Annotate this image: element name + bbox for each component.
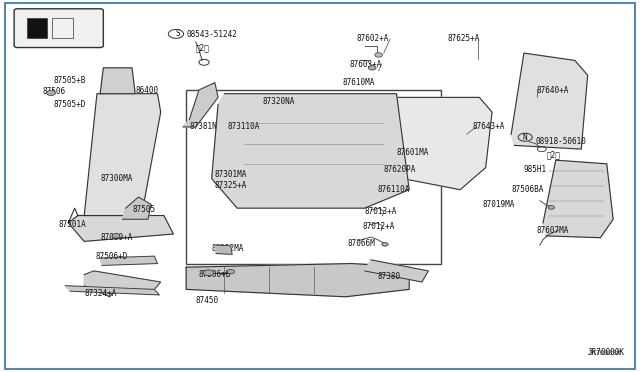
Circle shape — [204, 270, 214, 276]
Polygon shape — [84, 94, 161, 215]
Text: 87607MA: 87607MA — [537, 226, 569, 235]
Text: 87506BA: 87506BA — [511, 185, 543, 194]
Text: 87300MA: 87300MA — [100, 174, 132, 183]
Text: 87506+D: 87506+D — [95, 251, 127, 261]
Circle shape — [375, 53, 383, 57]
Polygon shape — [511, 53, 588, 149]
Text: 87013+A: 87013+A — [365, 207, 397, 217]
Text: 87301MA: 87301MA — [215, 170, 247, 179]
Text: 87324+A: 87324+A — [84, 289, 116, 298]
Text: 87012+A: 87012+A — [363, 222, 395, 231]
Text: 87602+A: 87602+A — [357, 34, 389, 43]
Circle shape — [548, 206, 554, 209]
Text: 87506+B: 87506+B — [199, 270, 231, 279]
Polygon shape — [543, 160, 613, 238]
Text: 87505+D: 87505+D — [54, 100, 86, 109]
Text: 87506: 87506 — [43, 87, 66, 96]
Bar — [27, 18, 47, 38]
Text: 87450: 87450 — [196, 296, 219, 305]
Polygon shape — [100, 68, 135, 94]
Polygon shape — [65, 286, 159, 295]
Text: 87505: 87505 — [132, 205, 155, 215]
Text: 87610MA: 87610MA — [342, 78, 374, 87]
Polygon shape — [212, 94, 409, 208]
Text: 87601MA: 87601MA — [396, 148, 429, 157]
Bar — [52, 18, 73, 38]
Text: S: S — [175, 29, 180, 38]
Text: 87620PA: 87620PA — [384, 165, 416, 174]
Text: 873110A: 873110A — [228, 122, 260, 131]
Text: 08918-50610: 08918-50610 — [536, 137, 586, 146]
Polygon shape — [183, 83, 218, 127]
Circle shape — [47, 90, 56, 96]
Text: 87332MA: 87332MA — [212, 244, 244, 253]
Text: 08543-51242: 08543-51242 — [186, 30, 237, 39]
Text: 87625+A: 87625+A — [447, 34, 480, 43]
Text: 87505+B: 87505+B — [54, 76, 86, 85]
Polygon shape — [384, 97, 492, 190]
Circle shape — [369, 65, 376, 70]
Text: 87320NA: 87320NA — [262, 97, 295, 106]
Text: （2）: （2） — [546, 150, 560, 159]
Text: N: N — [523, 133, 527, 142]
Text: 87501A: 87501A — [59, 220, 86, 229]
Text: 86400: 86400 — [135, 86, 158, 94]
Text: 87069+A: 87069+A — [100, 233, 132, 242]
Circle shape — [227, 269, 235, 274]
Text: 87643+A: 87643+A — [473, 122, 506, 131]
Circle shape — [382, 243, 388, 246]
Polygon shape — [122, 197, 151, 219]
Text: （2）: （2） — [196, 43, 210, 52]
Polygon shape — [68, 215, 173, 241]
Polygon shape — [215, 245, 232, 254]
Text: 87603+A: 87603+A — [350, 60, 382, 69]
FancyBboxPatch shape — [14, 9, 103, 48]
Polygon shape — [186, 263, 409, 297]
Text: 87019MA: 87019MA — [483, 200, 515, 209]
Polygon shape — [84, 271, 161, 297]
Polygon shape — [100, 256, 157, 265]
Text: 87380: 87380 — [378, 272, 401, 281]
Text: 87640+A: 87640+A — [537, 86, 569, 94]
Text: 876110A: 876110A — [378, 185, 410, 194]
Text: 985H1: 985H1 — [524, 165, 547, 174]
Polygon shape — [365, 260, 428, 282]
Text: 87066M: 87066M — [348, 239, 375, 248]
Text: JR70000K: JR70000K — [588, 348, 625, 357]
Text: 87381N: 87381N — [189, 122, 217, 131]
Circle shape — [112, 234, 120, 238]
Text: 87325+A: 87325+A — [215, 182, 247, 190]
Text: JR70000K: JR70000K — [588, 350, 621, 356]
